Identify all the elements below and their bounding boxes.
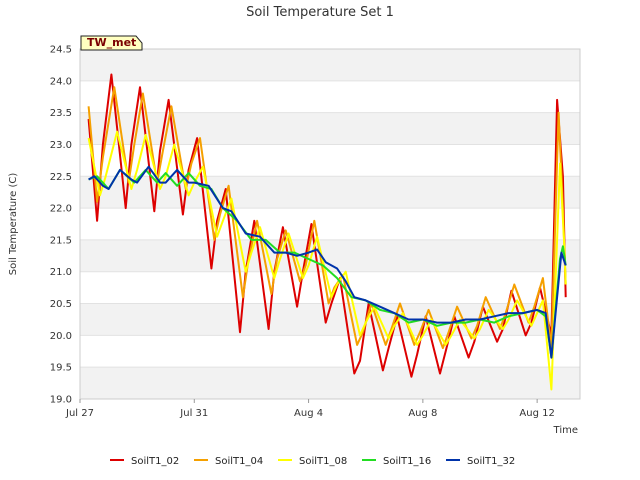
x-axis: Jul 27 Jul 31 Aug 4 Aug 8 Aug 12 xyxy=(65,399,555,419)
y-tick-label: 21.5 xyxy=(50,235,72,246)
y-tick-label: 20.5 xyxy=(50,299,72,310)
legend: SoilT1_02 SoilT1_04 SoilT1_08 SoilT1_16 Soil… xyxy=(110,456,515,467)
y-axis: 19.0 19.5 20.0 20.5 21.0 21.5 22.0 22.5 23.0 23.5… xyxy=(50,45,72,406)
series-line-SoilT1_02 xyxy=(87,73,567,378)
grid-bands xyxy=(80,48,580,400)
series-lines xyxy=(87,73,567,391)
grid-band xyxy=(80,208,580,240)
y-tick-label: 23.5 xyxy=(50,108,72,119)
y-tick-label: 19.0 xyxy=(50,395,72,406)
y-tick-label: 24.0 xyxy=(50,76,72,87)
grid-band xyxy=(80,49,580,81)
y-tick-label: 20.0 xyxy=(50,331,72,342)
x-tick-label: Aug 8 xyxy=(408,408,437,419)
site-badge-label: TW_met xyxy=(87,36,136,49)
y-tick-label: 24.5 xyxy=(50,45,72,56)
series-line-SoilT1_16 xyxy=(88,168,567,359)
x-tick-label: Jul 27 xyxy=(65,408,94,419)
y-tick-label: 22.5 xyxy=(50,172,72,183)
grid-band xyxy=(80,335,580,368)
y-axis-label: Soil Temperature (C) xyxy=(8,173,19,276)
x-tick-label: Aug 4 xyxy=(294,408,323,419)
series-line-SoilT1_08 xyxy=(87,130,567,391)
y-tick-label: 23.0 xyxy=(50,140,72,151)
plot-frame xyxy=(79,48,581,400)
legend-label: SoilT1_16 xyxy=(383,456,431,467)
grid-band xyxy=(80,367,580,399)
chart-title: Soil Temperature Set 1 xyxy=(246,5,394,20)
series-line-SoilT1_32 xyxy=(88,165,567,359)
site-badge: TW_met xyxy=(80,35,143,51)
x-tick-label: Jul 31 xyxy=(179,408,208,419)
x-tick-label: Aug 12 xyxy=(519,408,554,419)
x-axis-label: Time xyxy=(553,425,578,436)
grid-band xyxy=(80,239,580,272)
legend-label: SoilT1_32 xyxy=(467,456,515,467)
grid-band xyxy=(80,112,580,145)
y-tick-label: 19.5 xyxy=(50,363,72,374)
y-tick-label: 22.0 xyxy=(50,204,72,215)
y-tick-label: 21.0 xyxy=(50,267,72,278)
legend-label: SoilT1_04 xyxy=(215,456,263,467)
grid-band xyxy=(80,80,580,113)
legend-label: SoilT1_02 xyxy=(131,456,179,467)
legend-label: SoilT1_08 xyxy=(299,456,347,467)
series-line-SoilT1_04 xyxy=(87,86,567,350)
